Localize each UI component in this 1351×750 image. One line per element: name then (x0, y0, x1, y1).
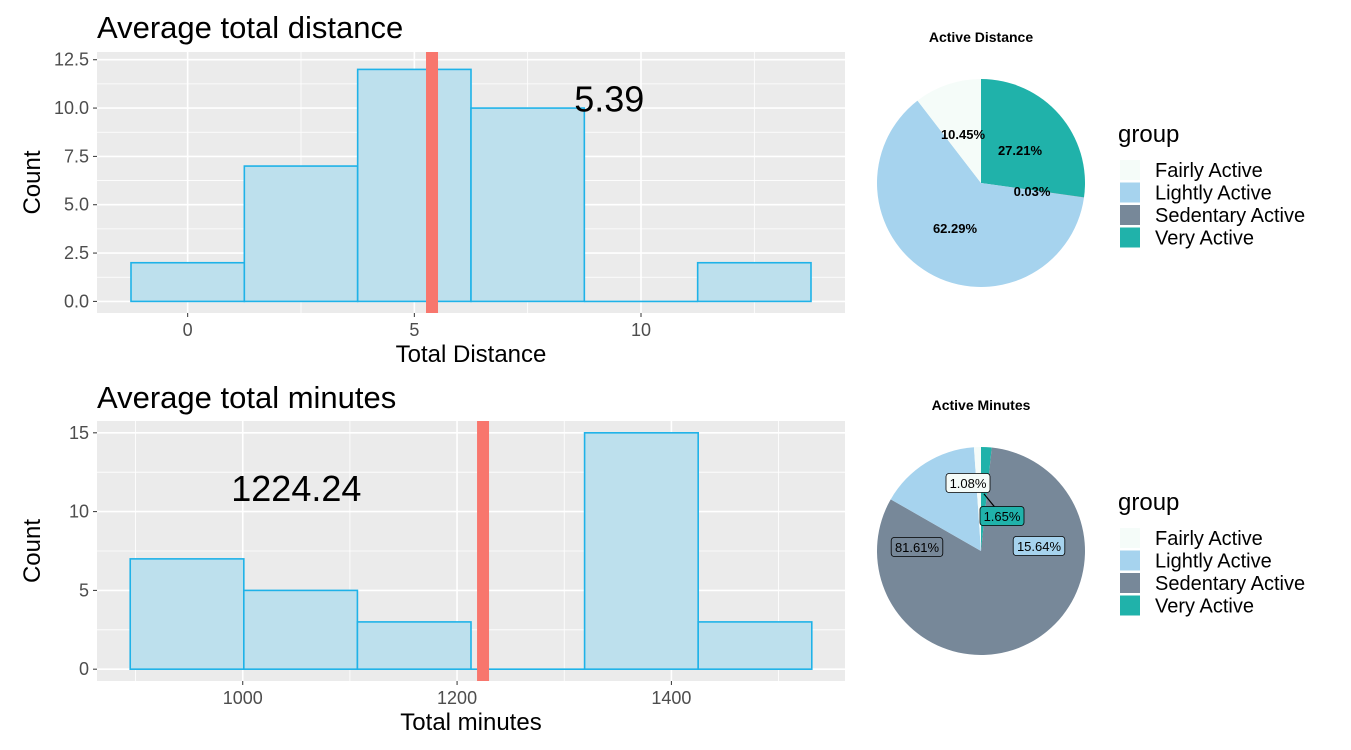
mean-line (477, 421, 490, 681)
legend-key (1120, 550, 1140, 571)
legend-label: Sedentary Active (1155, 205, 1305, 227)
x-axis-label: Total minutes (400, 709, 541, 736)
legend-title: group (1118, 121, 1179, 148)
legend-key (1120, 595, 1140, 616)
pie-title: Active Distance (929, 29, 1033, 45)
y-tick-label: 2.5 (64, 243, 89, 263)
legend-key (1120, 573, 1140, 593)
pie-title: Active Minutes (932, 397, 1031, 413)
legend-key (1120, 528, 1140, 548)
legend-key (1120, 182, 1140, 203)
histogram-bar (583, 432, 699, 670)
y-axis-label: Count (19, 519, 46, 583)
pie-slice-label: 1.65% (984, 509, 1021, 524)
x-axis-label: Total Distance (396, 341, 547, 368)
pie-slice (981, 79, 1086, 198)
pie-label-box (979, 506, 1025, 526)
legend-label: Fairly Active (1155, 160, 1263, 182)
pie-label-box (945, 473, 991, 493)
chart-title: Average total distance (97, 10, 403, 45)
y-tick-label: 10.0 (54, 98, 89, 118)
x-tick-label: 0 (183, 320, 193, 340)
y-tick-label: 0 (79, 659, 89, 679)
x-tick-label: 10 (631, 320, 651, 340)
pie-slice (917, 79, 981, 183)
y-tick-label: 5.0 (64, 195, 89, 215)
pie-slice (877, 100, 1084, 287)
y-axis-label: Count (19, 150, 46, 214)
x-tick-label: 5 (409, 320, 419, 340)
y-tick-label: 15 (69, 423, 89, 443)
pie-label-box (890, 537, 944, 557)
legend-label: Fairly Active (1155, 528, 1263, 550)
x-tick-label: 1000 (223, 688, 263, 708)
pie-chart-2: Active Minutes 1.65% 81.61% 15.64% 1.08% grou… (877, 397, 1305, 655)
histogram-bar (130, 261, 246, 303)
legend-label: Very Active (1155, 228, 1254, 250)
histogram-bar (356, 621, 472, 670)
histogram-bar (129, 558, 245, 670)
mean-annotation: 5.39 (574, 78, 644, 119)
x-tick-label: 1400 (651, 688, 691, 708)
histogram-bar (243, 165, 359, 303)
pie-slice (877, 447, 1086, 655)
mean-annotation: 1224.24 (231, 468, 361, 509)
y-tick-label: 12.5 (54, 50, 89, 70)
histogram-2: 1224.24 0 5 10 15 1000 1200 1400 Average total m… (19, 380, 845, 736)
legend-key (1120, 205, 1140, 225)
y-tick-label: 0.0 (64, 291, 89, 311)
pie-slice (981, 183, 1084, 198)
y-tick-label: 7.5 (64, 146, 89, 166)
pie-label-box (1012, 536, 1066, 556)
pie-chart-1: Active Distance 27.21% 0.03% 62.29% 10.45% gr… (877, 29, 1305, 287)
mean-line (426, 52, 439, 313)
pie-slice (973, 447, 981, 551)
legend-label: Lightly Active (1155, 551, 1272, 573)
x-tick-label: 1200 (437, 688, 477, 708)
legend-key (1120, 160, 1140, 180)
histogram-bar (697, 621, 813, 670)
legend-label: Very Active (1155, 596, 1254, 618)
histogram-bar (356, 68, 472, 303)
pie-slice-label: 62.29% (933, 221, 978, 236)
pie-slice-label: 27.21% (998, 143, 1043, 158)
legend-title: group (1118, 489, 1179, 516)
pie-slice-label: 1.08% (950, 476, 987, 491)
y-tick-label: 5 (79, 580, 89, 600)
pie-slice-label: 10.45% (941, 127, 986, 142)
legend-key (1120, 227, 1140, 248)
y-tick-label: 10 (69, 502, 89, 522)
legend-label: Lightly Active (1155, 183, 1272, 205)
pie-slice-label: 81.61% (895, 540, 940, 555)
histogram-bar (243, 589, 359, 670)
legend-label: Sedentary Active (1155, 573, 1305, 595)
histogram-1: 5.39 0.0 2.5 5.0 7.5 10.0 12.5 0 5 10 Average tota… (19, 10, 845, 368)
pie-slice-label: 0.03% (1014, 184, 1051, 199)
pie-slice-label: 15.64% (1017, 539, 1062, 554)
histogram-bar (696, 261, 812, 303)
chart-title: Average total minutes (97, 380, 396, 415)
histogram-bar (470, 107, 586, 303)
